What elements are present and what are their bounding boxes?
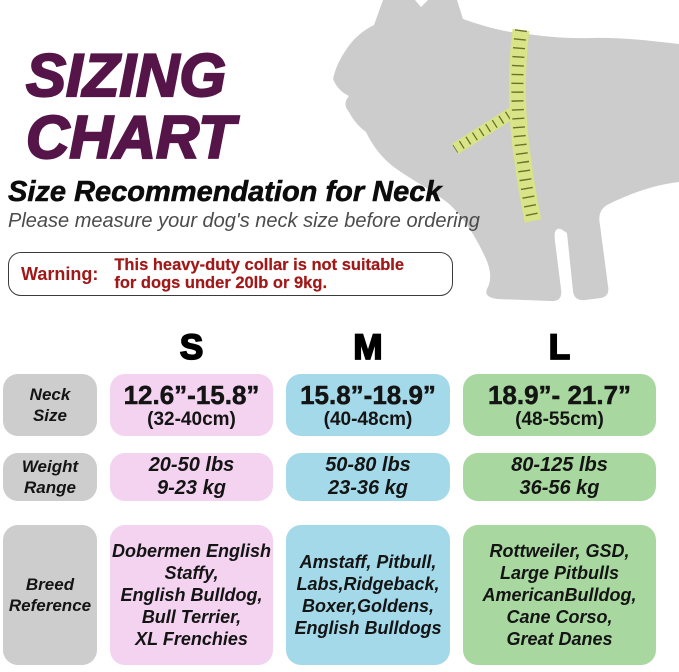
dog-illustration [333,0,679,302]
row-label-weight-range: Weight Range [3,453,97,501]
size-header-l: L [548,327,571,368]
neck-size-m-cm: (40-48cm) [323,408,413,430]
breed-reference-m-cell: Amstaff, Pitbull, Labs,Ridgeback, Boxer,… [286,525,450,665]
subtitle: Size Recommendation for Neck [8,176,442,209]
neck-size-s-inches: 12.6”-15.8” [123,379,260,410]
size-header-m: M [353,327,384,368]
title-line-1: SIZING [25,42,227,109]
breed-reference-l-cell: Rottweiler, GSD, Large Pitbulls American… [463,525,656,665]
warning-box: Warning: This heavy-duty collar is not s… [8,252,453,296]
size-header-s: S [179,327,204,368]
title-line-2: CHART [25,104,236,171]
neck-size-l-inches: 18.9”- 21.7” [487,379,632,410]
warning-label: Warning: [21,263,99,284]
measure-note: Please measure your dog's neck size befo… [8,210,480,232]
weight-range-m-cell: 50-80 lbs 23-36 kg [286,453,450,501]
neck-size-m-cell: 15.8”-18.9” (40-48cm) [286,374,450,436]
neck-size-l-cm: (48-55cm) [515,408,604,430]
neck-size-s-cell: 12.6”-15.8” (32-40cm) [110,374,273,436]
dog-silhouette [333,0,679,302]
measuring-tape [508,28,542,223]
measuring-tape-branch [451,105,519,155]
neck-size-m-inches: 15.8”-18.9” [300,379,436,410]
weight-range-s-cell: 20-50 lbs 9-23 kg [110,453,273,501]
page-title: SIZING CHART [25,42,236,171]
row-label-neck-size: Neck Size [3,374,97,436]
neck-size-l-cell: 18.9”- 21.7” (48-55cm) [463,374,656,436]
size-table: S M L Neck Size 12.6”-15.8” (32-40cm) 15… [3,327,656,665]
breed-reference-s-cell: Dobermen English Staffy, English Bulldog… [110,525,273,665]
neck-size-s-cm: (32-40cm) [147,408,236,430]
weight-range-l-cell: 80-125 lbs 36-56 kg [463,453,656,501]
row-label-breed-reference: Breed Reference [3,525,97,665]
warning-text: This heavy-duty collar is not suitable f… [114,256,405,292]
